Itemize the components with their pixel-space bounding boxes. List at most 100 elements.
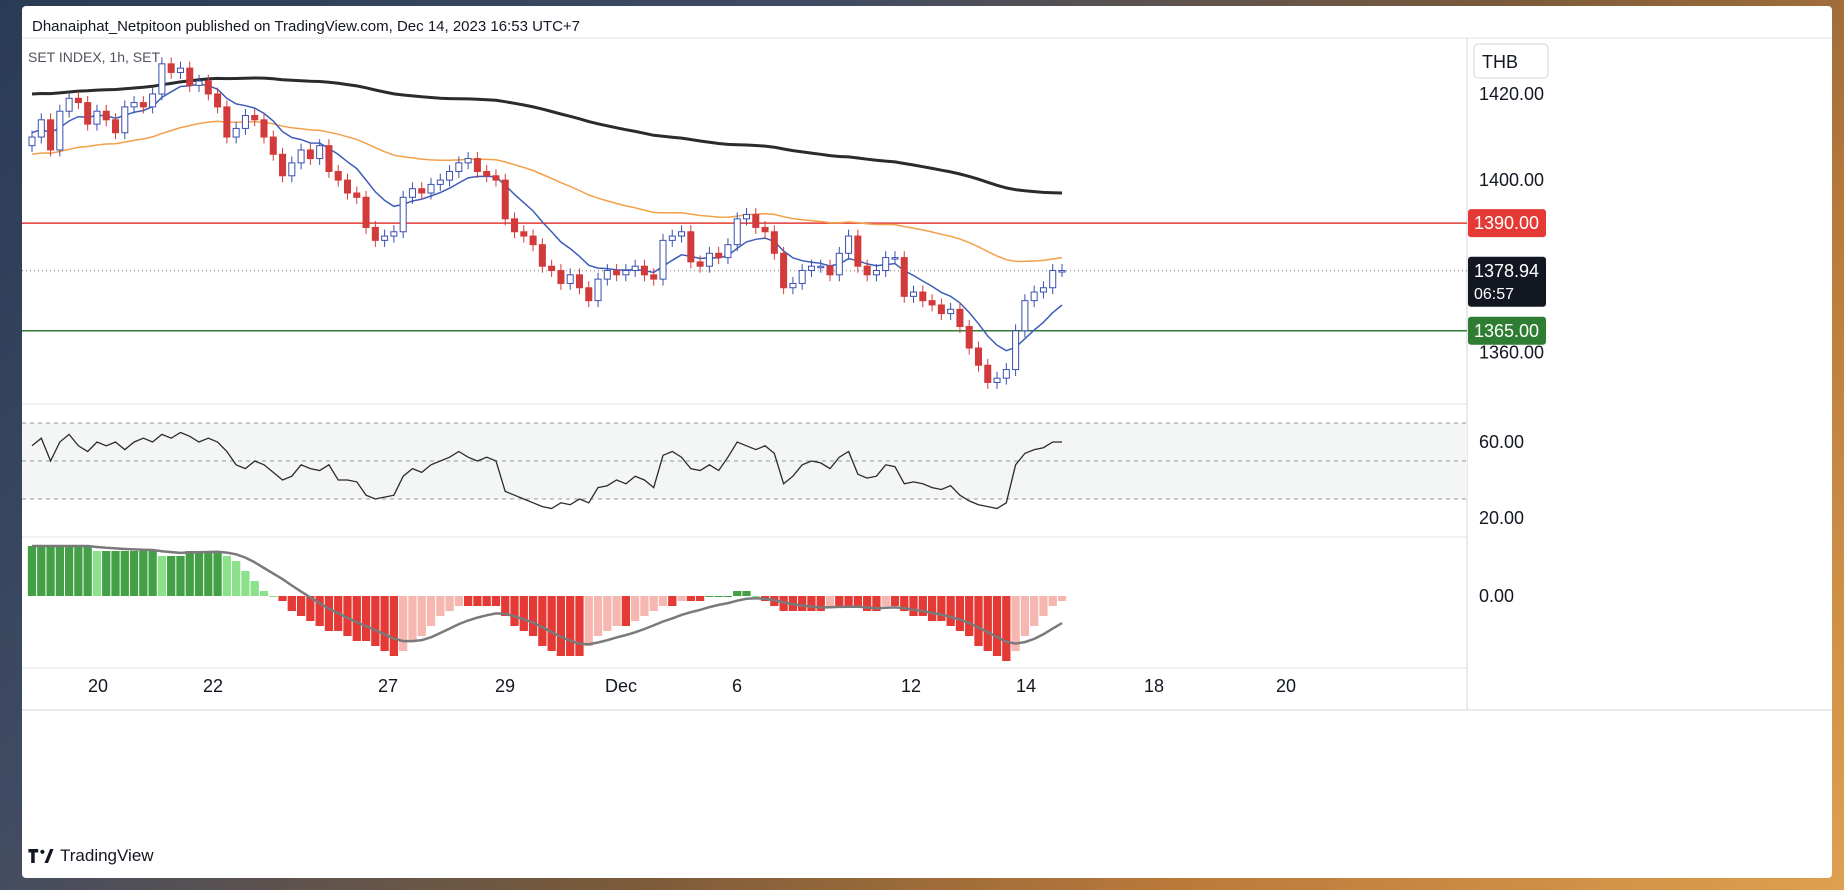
candle — [251, 109, 259, 127]
histogram-bar — [352, 596, 361, 641]
currency-box — [1473, 43, 1549, 79]
histogram-bar — [501, 596, 510, 616]
candle — [343, 173, 352, 200]
candle-body — [241, 115, 249, 129]
candle-body — [715, 252, 723, 259]
candle — [492, 169, 500, 187]
histogram-bar — [343, 596, 352, 636]
histogram-bar — [946, 596, 955, 626]
histogram-bar — [566, 596, 575, 656]
candle — [47, 113, 55, 157]
histogram-bar — [129, 551, 139, 596]
candle-body — [427, 183, 435, 194]
candle-body — [158, 63, 166, 95]
candle — [910, 285, 918, 303]
candle — [937, 298, 945, 321]
chart-canvas[interactable]: SET INDEX, 1h, SET THB1420.001400.001360.… — [22, 6, 1832, 878]
candle-body — [464, 158, 472, 164]
candle-body — [28, 136, 36, 147]
histogram-bar — [426, 596, 436, 626]
histogram-bar — [27, 546, 37, 596]
candle-body — [501, 179, 509, 220]
currency-label: THB — [1482, 52, 1518, 72]
candle — [928, 294, 936, 312]
histogram-bar — [389, 596, 399, 656]
candle-body — [381, 235, 389, 241]
candle — [622, 264, 630, 282]
histogram-bar — [556, 596, 566, 656]
histogram-bar — [649, 596, 658, 611]
candle — [223, 100, 231, 144]
candle-body — [195, 80, 203, 86]
candle-body — [353, 192, 361, 198]
x-tick-label: 22 — [203, 676, 223, 696]
candle — [780, 246, 788, 295]
candle — [1049, 264, 1057, 295]
histogram-bar — [250, 581, 259, 596]
candle — [269, 130, 277, 161]
histogram-bar — [232, 561, 241, 596]
histogram-bar — [937, 596, 946, 621]
candle — [520, 225, 528, 243]
histogram-bar — [519, 596, 528, 631]
candle — [455, 156, 463, 178]
histogram-bar — [361, 596, 371, 641]
histogram-bar — [436, 596, 445, 616]
candle-body — [650, 274, 658, 280]
candle-body — [575, 274, 583, 289]
candle — [436, 173, 444, 191]
candle-body — [102, 110, 110, 121]
candle — [483, 165, 491, 183]
candle-body — [603, 270, 611, 280]
candle-body — [1021, 300, 1029, 332]
candle — [279, 147, 287, 183]
signal-line — [32, 544, 1063, 646]
candle-body — [408, 188, 416, 198]
histogram-bar — [723, 596, 733, 597]
last-price-box — [1468, 256, 1546, 307]
support-label-bg — [1468, 316, 1546, 345]
histogram-bar — [417, 596, 426, 636]
resistance-label-bg — [1468, 209, 1546, 238]
candle-body — [974, 347, 983, 366]
candle — [678, 225, 686, 243]
histogram-bar — [167, 556, 176, 596]
histogram-bar — [528, 596, 538, 636]
candle-body — [176, 67, 184, 73]
histogram-bar — [1011, 596, 1020, 651]
candle-body — [84, 102, 92, 125]
candle-body — [659, 239, 667, 280]
candle-body — [297, 149, 305, 164]
histogram-bar — [538, 596, 547, 646]
candle — [390, 225, 398, 243]
candle — [1012, 324, 1020, 377]
histogram-bar — [751, 596, 760, 597]
candle-body — [362, 196, 370, 228]
ema-short-line — [31, 83, 1063, 352]
candle-body — [752, 214, 760, 228]
candle — [594, 272, 602, 308]
publisher-line: Dhanaiphat_Netpitoon published on Tradin… — [32, 18, 581, 35]
tradingview-logo[interactable]: TradingView — [28, 846, 154, 866]
histogram-bar — [584, 596, 593, 646]
candle-body — [1049, 270, 1057, 289]
histogram-bar — [872, 596, 881, 611]
candle-body — [279, 153, 287, 177]
candle — [158, 57, 166, 101]
candle-body — [854, 235, 862, 267]
candle — [575, 268, 583, 295]
candle-body — [251, 115, 259, 121]
candle — [715, 246, 723, 265]
histogram-bar — [445, 596, 454, 611]
candle-body — [1058, 270, 1066, 273]
candle — [241, 109, 249, 135]
candle — [947, 302, 955, 321]
candle — [817, 259, 825, 273]
histogram-bar — [881, 596, 890, 606]
histogram-bar — [835, 596, 844, 606]
candle-body — [705, 252, 713, 267]
histogram-bar — [900, 596, 909, 611]
candle — [603, 264, 611, 286]
histogram-bar — [612, 596, 621, 626]
